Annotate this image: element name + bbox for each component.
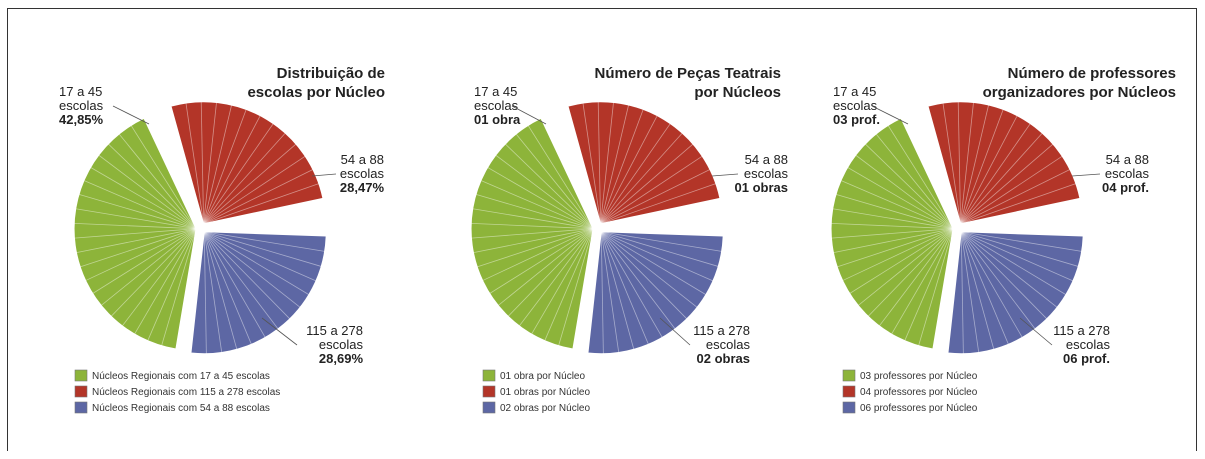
slice-label: escolas: [59, 98, 104, 113]
chart-title-line: escolas por Núcleo: [247, 84, 385, 101]
slice-label: 115 a 278: [693, 323, 750, 338]
leader-line: [1019, 317, 1053, 346]
legend-label: Núcleos Regionais com 17 a 45 escolas: [92, 371, 270, 382]
slice-label: escolas: [319, 337, 364, 352]
legend-swatch: [74, 385, 88, 398]
slice-label: 115 a 278: [306, 323, 363, 338]
slice-label: escolas: [744, 166, 789, 181]
chart-title-line: Distribuição de: [277, 65, 385, 82]
slice-value-label: 01 obras: [735, 180, 788, 195]
legend-item: Núcleos Regionais com 115 a 278 escolas: [74, 385, 280, 398]
slice-label: 115 a 278: [1053, 323, 1110, 338]
chart-title-line: Número de Peças Teatrais: [595, 65, 781, 82]
figure-frame: [7, 8, 1197, 451]
slice-value-label: 42,85%: [59, 112, 104, 127]
slice-label: escolas: [1066, 337, 1111, 352]
leader-line: [1071, 173, 1101, 177]
pie-slice-blue: [947, 231, 1084, 355]
legend-item: 03 professores por Núcleo: [842, 369, 978, 382]
slice-value-label: 02 obras: [697, 351, 750, 366]
legend-swatch: [842, 369, 856, 382]
slice-label: escolas: [340, 166, 385, 181]
legend-label: 04 professores por Núcleo: [860, 387, 978, 398]
leader-line: [112, 105, 150, 125]
legend-swatch: [482, 385, 496, 398]
legend-item: 01 obra por Núcleo: [482, 369, 585, 382]
slice-label: escolas: [1105, 166, 1150, 181]
slice-label: 54 a 88: [1106, 152, 1149, 167]
pie-chart-3: Número de professores organizadores por N…: [830, 65, 1176, 414]
legend-swatch: [74, 369, 88, 382]
legend-swatch: [842, 385, 856, 398]
leader-line: [511, 105, 547, 125]
chart-title-line: Número de professores: [1008, 65, 1176, 82]
legend-label: Núcleos Regionais com 54 a 88 escolas: [92, 403, 270, 414]
legend-item: Núcleos Regionais com 54 a 88 escolas: [74, 401, 270, 414]
slice-label: escolas: [706, 337, 751, 352]
slice-value-label: 06 prof.: [1063, 351, 1110, 366]
pie-slice-red: [927, 101, 1081, 225]
leader-line: [659, 317, 691, 346]
pie-chart-1: Distribuição de escolas por Núcleo 17 a 45…: [59, 65, 385, 414]
legend-label: 06 professores por Núcleo: [860, 403, 978, 414]
pie-chart-2: Número de Peças Teatrais por Núcleos 17 a …: [470, 65, 789, 414]
slice-label: escolas: [474, 98, 519, 113]
legend-swatch: [74, 401, 88, 414]
slice-label: 17 a 45: [474, 84, 517, 99]
legend-swatch: [482, 369, 496, 382]
pie-slice-green: [470, 117, 594, 350]
slice-value-label: 28,69%: [319, 351, 364, 366]
pie-slice-blue: [190, 231, 327, 355]
legend-item: 06 professores por Núcleo: [842, 401, 978, 414]
leader-line: [261, 317, 298, 346]
pie-slice-green: [830, 117, 954, 350]
legend-label: Núcleos Regionais com 115 a 278 escolas: [92, 387, 280, 398]
slice-value-label: 01 obra: [474, 112, 521, 127]
legend-label: 03 professores por Núcleo: [860, 371, 978, 382]
slice-label: 17 a 45: [59, 84, 102, 99]
leader-line: [711, 173, 739, 177]
pie-slice-red: [170, 101, 324, 225]
legend-item: Núcleos Regionais com 17 a 45 escolas: [74, 369, 270, 382]
legend-item: 04 professores por Núcleo: [842, 385, 978, 398]
legend-label: 02 obras por Núcleo: [500, 403, 590, 414]
legend-item: 01 obras por Núcleo: [482, 385, 590, 398]
legend-swatch: [842, 401, 856, 414]
pie-slice-green: [73, 117, 197, 350]
slice-label: 17 a 45: [833, 84, 876, 99]
slice-label: 54 a 88: [745, 152, 788, 167]
slice-label: escolas: [833, 98, 878, 113]
slice-value-label: 04 prof.: [1102, 180, 1149, 195]
legend-label: 01 obra por Núcleo: [500, 371, 585, 382]
pie-slice-red: [567, 101, 721, 225]
legend-item: 02 obras por Núcleo: [482, 401, 590, 414]
slice-label: 54 a 88: [341, 152, 384, 167]
chart-title-line: por Núcleos: [694, 84, 781, 101]
leader-line: [311, 173, 337, 177]
legend-label: 01 obras por Núcleo: [500, 387, 590, 398]
chart-title-line: organizadores por Núcleos: [983, 84, 1176, 101]
pie-slice-blue: [587, 231, 724, 355]
slice-value-label: 03 prof.: [833, 112, 880, 127]
leader-line: [871, 105, 909, 125]
slice-value-label: 28,47%: [340, 180, 385, 195]
legend-swatch: [482, 401, 496, 414]
